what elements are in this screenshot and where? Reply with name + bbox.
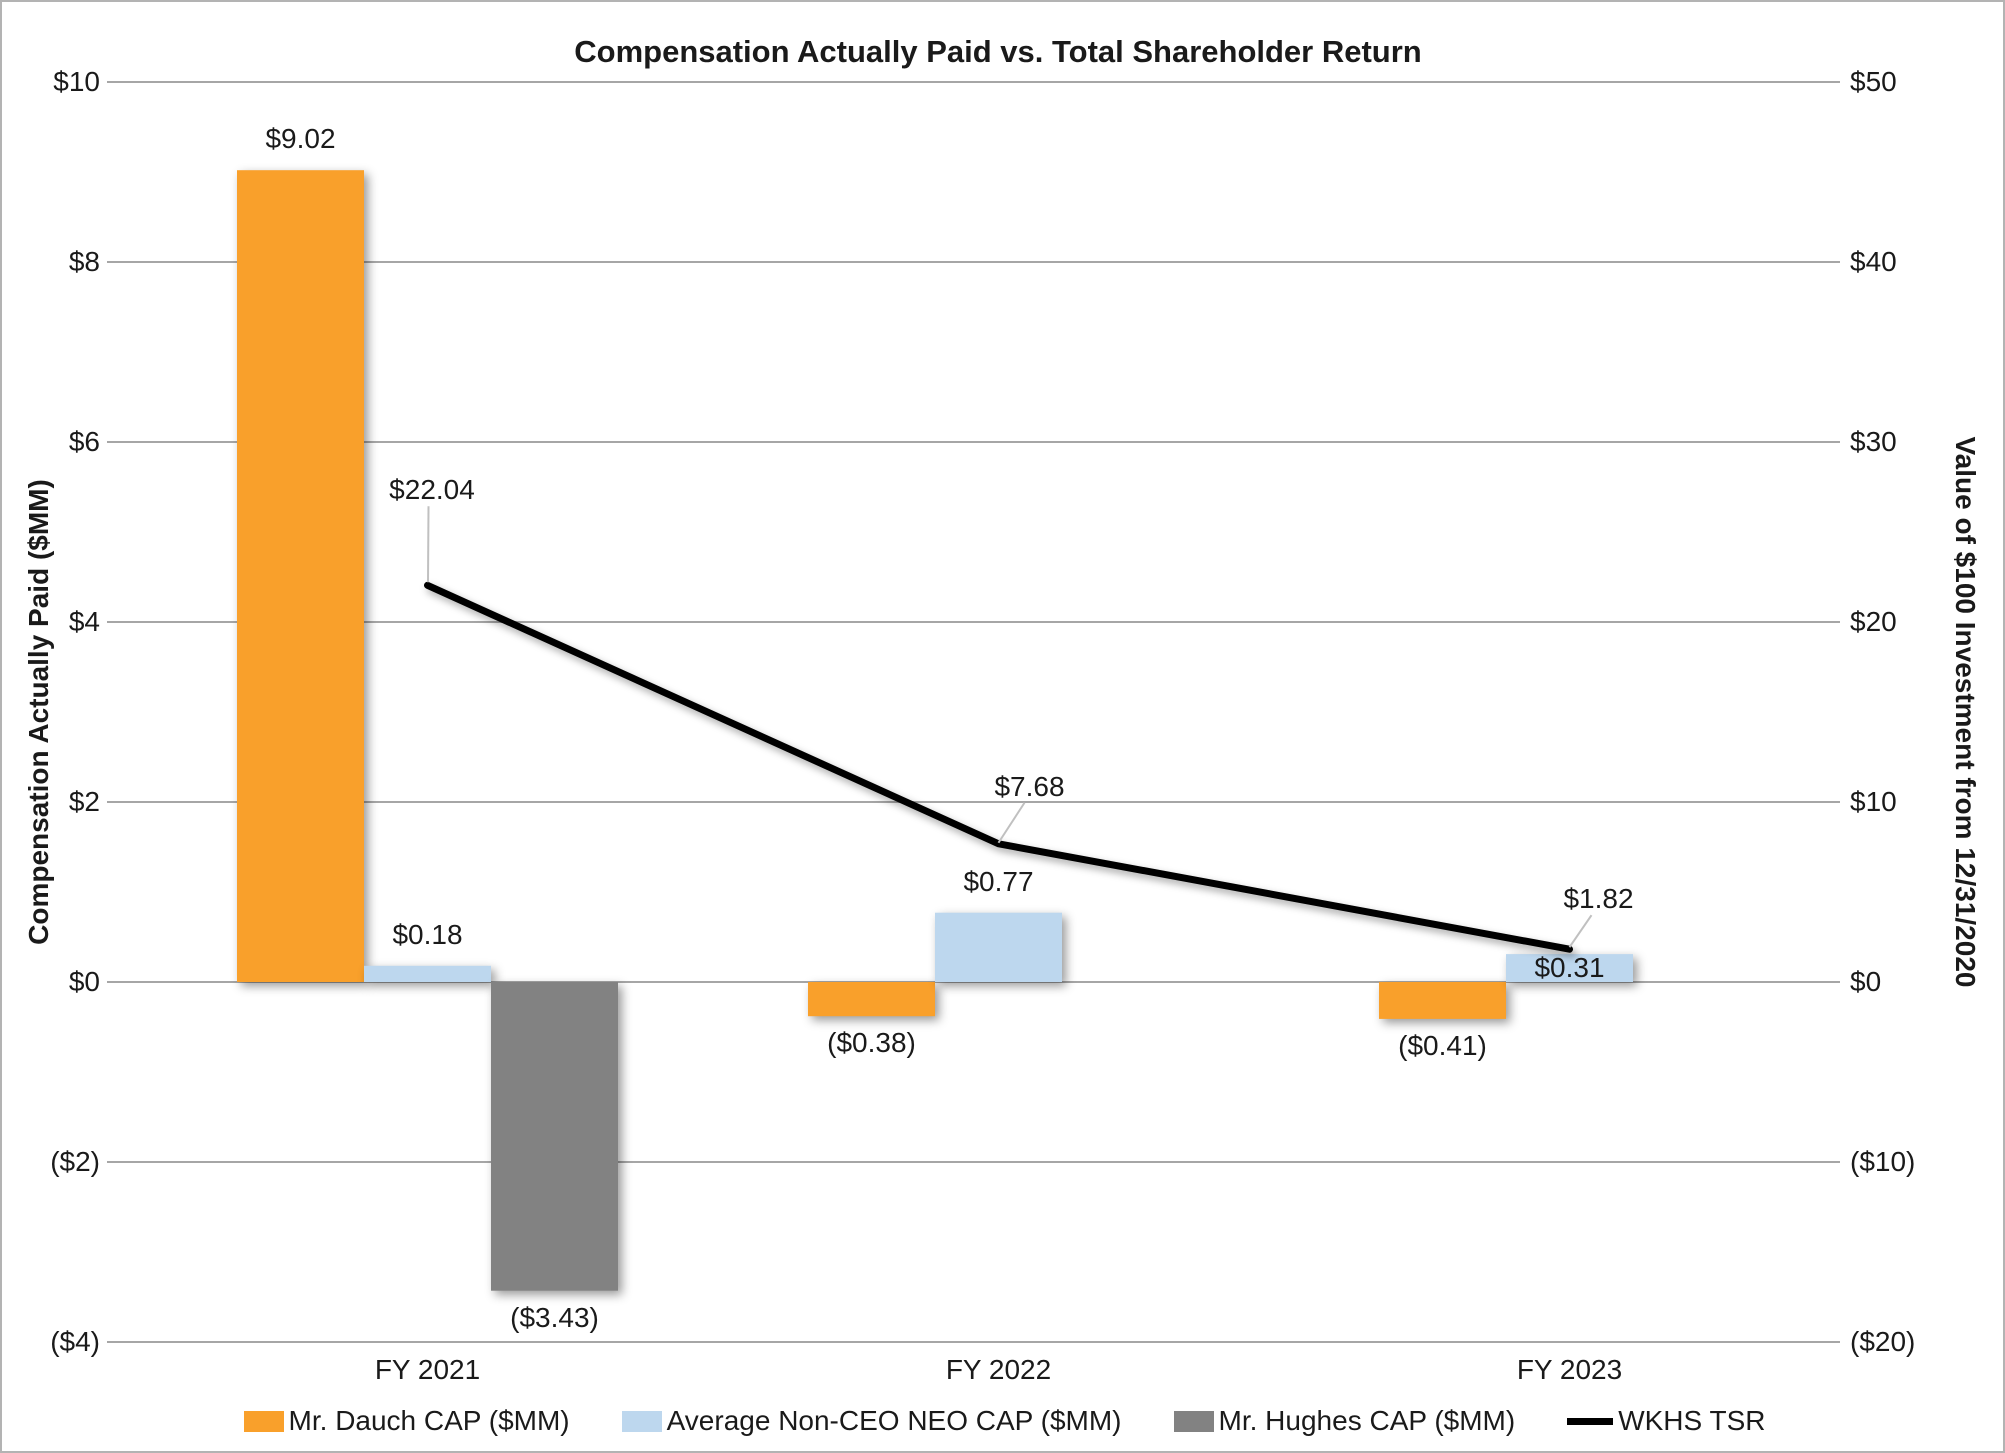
legend: Mr. Dauch CAP ($MM) Average Non-CEO NEO C… xyxy=(2,1404,2003,1438)
y-axis-tick-left: $2 xyxy=(68,786,100,817)
legend-item: Mr. Hughes CAP ($MM) xyxy=(1173,1405,1516,1437)
legend-color-swatch xyxy=(621,1410,662,1432)
legend-label: Average Non-CEO NEO CAP ($MM) xyxy=(666,1405,1122,1436)
legend-label: WKHS TSR xyxy=(1618,1405,1766,1436)
y-axis-tick-right: $20 xyxy=(1850,606,1897,637)
legend-item: Mr. Dauch CAP ($MM) xyxy=(243,1405,570,1437)
legend-color-swatch xyxy=(1173,1410,1214,1432)
leader-line xyxy=(1568,914,1593,948)
y-axis-tick-left: ($2) xyxy=(50,1146,100,1177)
bar-label-neo-1: $0.18 xyxy=(392,918,463,950)
y-axis-tick-right: $40 xyxy=(1850,246,1897,277)
bar-dauch-fy2023 xyxy=(1379,982,1506,1019)
y-axis-tick-right: $50 xyxy=(1850,66,1897,97)
y-axis-tick-right: ($20) xyxy=(1850,1326,1916,1357)
y-axis-tick-left: $0 xyxy=(68,966,100,997)
line-label-1: $22.04 xyxy=(389,474,475,506)
tsr-line xyxy=(424,581,1573,953)
bar-label-dauch-2: ($0.38) xyxy=(827,1027,916,1059)
y-axis-tick-left: $4 xyxy=(68,606,100,637)
y-axis-tick-left: $8 xyxy=(68,246,100,277)
bar-label-hughes-1: ($3.43) xyxy=(510,1301,599,1333)
bar-label-neo-2: $0.77 xyxy=(963,865,1034,897)
bar-dauch-fy2022 xyxy=(808,982,935,1017)
y-axis-tick-right: $30 xyxy=(1850,426,1897,457)
chart-title: Compensation Actually Paid vs. Total Sha… xyxy=(574,34,1422,69)
legend-color-swatch xyxy=(243,1410,284,1432)
x-axis-label-1: FY 2021 xyxy=(374,1354,481,1385)
y-axis-tick-left: ($4) xyxy=(50,1326,100,1357)
legend-item: Average Non-CEO NEO CAP ($MM) xyxy=(621,1405,1122,1437)
y-axis-tick-right: $0 xyxy=(1850,966,1882,997)
y-axis-tick-left: $10 xyxy=(53,66,100,97)
bar-label-dauch-1: $9.02 xyxy=(265,123,336,155)
bar-neo-fy2023 xyxy=(1506,954,1633,982)
legend-label: Mr. Hughes CAP ($MM) xyxy=(1218,1405,1516,1436)
leader-line xyxy=(997,802,1026,844)
legend-line-swatch xyxy=(1567,1417,1614,1425)
bar-dauch-fy2021 xyxy=(237,170,364,982)
bar-neo-fy2021 xyxy=(364,965,491,982)
legend-item: WKHS TSR xyxy=(1567,1405,1765,1437)
x-axis-label-2: FY 2022 xyxy=(945,1354,1052,1385)
y-axis-tick-right: ($10) xyxy=(1850,1146,1916,1177)
y-axis-tick-left: $6 xyxy=(68,426,100,457)
legend-label: Mr. Dauch CAP ($MM) xyxy=(288,1405,570,1436)
bar-label-dauch-3: ($0.41) xyxy=(1398,1029,1487,1061)
bar-neo-fy2022 xyxy=(935,912,1062,982)
y-axis-tick-right: $10 xyxy=(1850,786,1897,817)
x-axis-label-3: FY 2023 xyxy=(1516,1354,1623,1385)
line-label-3: $1.82 xyxy=(1563,883,1634,915)
bar-hughes-fy2021 xyxy=(491,982,618,1291)
leader-line xyxy=(427,506,430,583)
bar-label-neo-3: $0.31 xyxy=(1534,952,1605,984)
line-label-2: $7.68 xyxy=(994,770,1065,802)
